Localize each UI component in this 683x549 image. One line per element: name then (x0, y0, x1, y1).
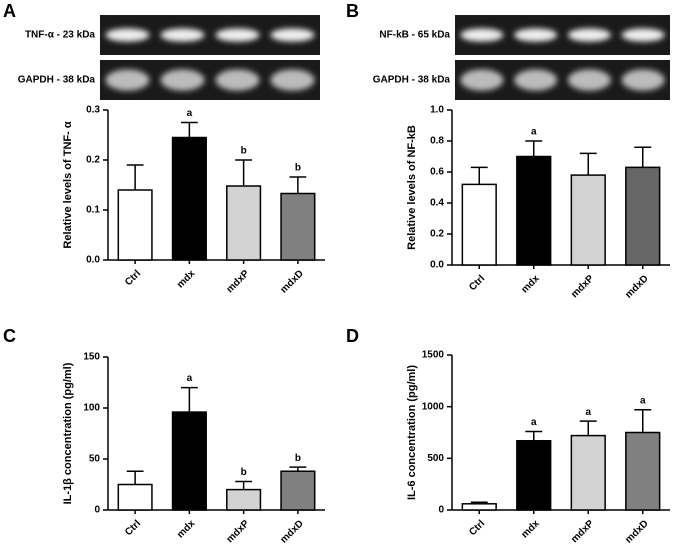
significance-label: b (241, 467, 247, 478)
y-tick-label: 0.3 (86, 105, 100, 116)
bar (570, 174, 606, 266)
bar (280, 192, 316, 261)
y-tick-label: 50 (89, 454, 101, 465)
blot-band (105, 69, 150, 91)
bar (117, 189, 153, 261)
x-tick-label: Ctrl (467, 273, 487, 293)
y-tick-label: 0.0 (430, 260, 444, 271)
blot-band (621, 69, 665, 91)
blot-band (514, 28, 558, 42)
significance-label: a (531, 417, 537, 428)
bar (570, 434, 606, 511)
bar (461, 183, 497, 266)
x-tick-label: Ctrl (123, 518, 143, 538)
blot-band (215, 69, 260, 91)
y-tick-label: 100 (83, 403, 100, 414)
blot-band (514, 69, 558, 91)
x-tick-label: mdx (175, 518, 198, 541)
y-tick-label: 0 (438, 505, 444, 516)
significance-label: b (295, 453, 301, 464)
y-axis-label: IL-1β concentration (pg/ml) (62, 362, 74, 504)
y-tick-label: 1500 (422, 350, 445, 361)
significance-label: a (585, 407, 591, 418)
significance-label: a (187, 373, 193, 384)
x-tick-label: mdxD (623, 518, 650, 545)
blot-band (105, 28, 150, 42)
significance-label: b (295, 163, 301, 174)
significance-label: b (241, 146, 247, 157)
panel-label: B (346, 1, 359, 21)
x-tick-label: mdxP (569, 518, 596, 545)
blot-band (567, 69, 611, 91)
x-tick-label: mdx (175, 268, 198, 291)
y-tick-label: 0.2 (430, 229, 444, 240)
blot-label: TNF-α - 23 kDa (25, 30, 95, 41)
x-tick-label: mdxD (278, 268, 305, 295)
blot-band (270, 28, 315, 42)
blot-band (270, 69, 315, 91)
bar (625, 166, 661, 266)
blot-band (160, 28, 205, 42)
x-tick-label: Ctrl (123, 268, 143, 288)
panel-label: C (3, 326, 16, 346)
y-tick-label: 500 (427, 453, 444, 464)
blot-band (567, 28, 611, 42)
x-tick-label: mdx (519, 518, 542, 541)
y-axis-label: Relative levels of TNF- α (62, 121, 74, 248)
y-tick-label: 1.0 (430, 105, 444, 116)
y-tick-label: 0.4 (430, 198, 444, 209)
x-tick-label: mdxP (225, 268, 252, 295)
blot-label: NF-kB - 65 kDa (379, 30, 450, 41)
bar (516, 155, 552, 266)
bar (280, 470, 316, 511)
significance-label: a (640, 395, 646, 406)
panel-label: D (346, 326, 359, 346)
blot-label: GAPDH - 38 kDa (373, 75, 451, 86)
y-tick-label: 0.0 (86, 255, 100, 266)
blot-band (460, 28, 504, 42)
y-tick-label: 0.1 (86, 205, 100, 216)
bar (226, 185, 262, 261)
y-tick-label: 0.8 (430, 136, 444, 147)
x-tick-label: mdxP (225, 518, 252, 545)
blot-band (215, 28, 260, 42)
y-tick-label: 0.6 (430, 167, 444, 178)
blot-label: GAPDH - 38 kDa (18, 75, 96, 86)
bar (171, 136, 207, 261)
y-tick-label: 0.2 (86, 155, 100, 166)
bar (625, 431, 661, 511)
blot-band (160, 69, 205, 91)
significance-label: a (187, 108, 193, 119)
x-tick-label: mdxD (278, 518, 305, 545)
y-tick-label: 150 (83, 352, 100, 363)
significance-label: a (531, 127, 537, 138)
bar (226, 488, 262, 511)
x-tick-label: mdxD (623, 273, 650, 300)
blot-band (621, 28, 665, 42)
bar (461, 503, 497, 511)
x-tick-label: mdxP (569, 273, 596, 300)
x-tick-label: Ctrl (467, 518, 487, 538)
x-tick-label: mdx (519, 273, 542, 296)
bar (171, 411, 207, 511)
blot-band (460, 69, 504, 91)
y-axis-label: IL-6 concentration (pg/ml) (406, 365, 418, 500)
bar (117, 483, 153, 511)
y-tick-label: 1000 (422, 401, 445, 412)
panel-label: A (3, 1, 16, 21)
y-tick-label: 0 (94, 505, 100, 516)
bar (516, 440, 552, 511)
y-axis-label: Relative levels of NF-kB (406, 125, 418, 250)
